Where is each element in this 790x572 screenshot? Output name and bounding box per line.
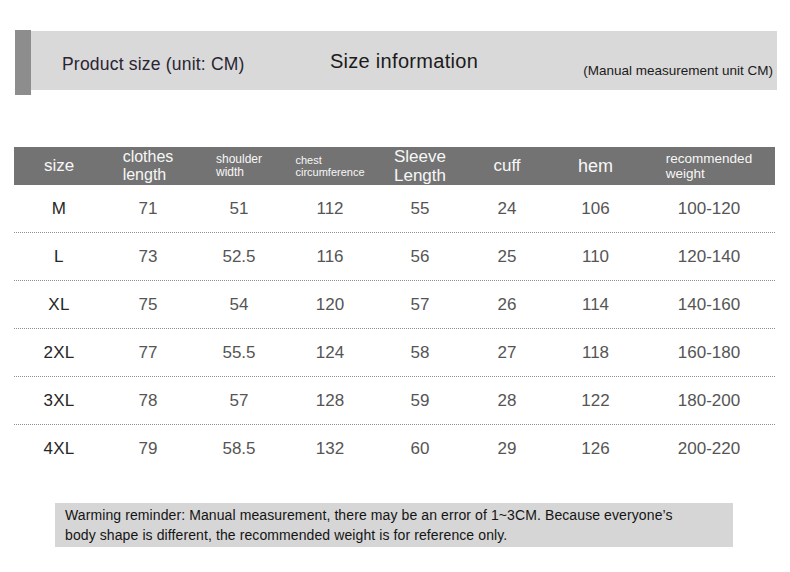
size-label-cell: L: [14, 247, 104, 267]
value-cell: 124: [286, 343, 374, 363]
value-cell: 71: [104, 199, 192, 219]
value-cell: 26: [466, 295, 548, 315]
banner-accent-bar: [15, 30, 31, 95]
value-cell: 79: [104, 439, 192, 459]
size-information-title: Size information: [330, 49, 478, 72]
value-cell: 132: [286, 439, 374, 459]
value-cell: 100-120: [643, 199, 775, 219]
value-cell: 58.5: [192, 439, 286, 459]
table-row: M71511125524106100-120: [14, 185, 775, 233]
value-cell: 118: [548, 343, 643, 363]
value-cell: 112: [286, 199, 374, 219]
value-cell: 60: [374, 439, 466, 459]
value-cell: 51: [192, 199, 286, 219]
value-cell: 24: [466, 199, 548, 219]
value-cell: 59: [374, 391, 466, 411]
value-cell: 75: [104, 295, 192, 315]
size-label-cell: 3XL: [14, 391, 104, 411]
size-label-cell: 2XL: [14, 343, 104, 363]
value-cell: 116: [286, 247, 374, 267]
value-cell: 29: [466, 439, 548, 459]
size-label-cell: M: [14, 199, 104, 219]
column-header-recommended-weight: recommendedweight: [643, 147, 775, 185]
column-header-hem: hem: [548, 147, 643, 185]
value-cell: 140-160: [643, 295, 775, 315]
table-row: L7352.51165625110120-140: [14, 233, 775, 281]
value-cell: 120: [286, 295, 374, 315]
column-header-shoulder-width: shoulderwidth: [192, 147, 286, 185]
size-table: sizeclotheslengthshoulderwidthchestcircu…: [14, 147, 775, 472]
value-cell: 55: [374, 199, 466, 219]
value-cell: 55.5: [192, 343, 286, 363]
table-row: 3XL78571285928122180-200: [14, 377, 775, 425]
size-label-cell: 4XL: [14, 439, 104, 459]
table-row: 2XL7755.51245827118160-180: [14, 329, 775, 377]
column-header-clothes-length: clotheslength: [104, 147, 192, 185]
warning-line-2: body shape is different, the recommended…: [65, 526, 733, 546]
value-cell: 110: [548, 247, 643, 267]
value-cell: 54: [192, 295, 286, 315]
table-row: XL75541205726114140-160: [14, 281, 775, 329]
value-cell: 28: [466, 391, 548, 411]
column-header-size: size: [14, 147, 104, 185]
manual-measurement-note: (Manual measurement unit CM): [583, 62, 773, 77]
product-size-title: Product size (unit: CM): [62, 53, 245, 74]
value-cell: 180-200: [643, 391, 775, 411]
value-cell: 73: [104, 247, 192, 267]
value-cell: 56: [374, 247, 466, 267]
warning-line-1: Warming reminder: Manual measurement, th…: [65, 506, 733, 526]
value-cell: 78: [104, 391, 192, 411]
value-cell: 57: [374, 295, 466, 315]
value-cell: 128: [286, 391, 374, 411]
warning-reminder-box: Warming reminder: Manual measurement, th…: [55, 503, 733, 547]
value-cell: 200-220: [643, 439, 775, 459]
column-header-chest-circumference: chestcircumference: [286, 147, 374, 185]
size-table-header-row: sizeclotheslengthshoulderwidthchestcircu…: [14, 147, 775, 185]
size-table-body: M71511125524106100-120L7352.511656251101…: [14, 185, 775, 472]
value-cell: 120-140: [643, 247, 775, 267]
table-row: 4XL7958.51326029126200-220: [14, 425, 775, 472]
value-cell: 25: [466, 247, 548, 267]
value-cell: 52.5: [192, 247, 286, 267]
header-banner: Product size (unit: CM) Size information…: [31, 31, 777, 90]
value-cell: 126: [548, 439, 643, 459]
value-cell: 114: [548, 295, 643, 315]
value-cell: 122: [548, 391, 643, 411]
value-cell: 106: [548, 199, 643, 219]
value-cell: 77: [104, 343, 192, 363]
column-header-sleeve-length: SleeveLength: [374, 147, 466, 185]
value-cell: 160-180: [643, 343, 775, 363]
size-label-cell: XL: [14, 295, 104, 315]
column-header-cuff: cuff: [466, 147, 548, 185]
value-cell: 27: [466, 343, 548, 363]
value-cell: 58: [374, 343, 466, 363]
value-cell: 57: [192, 391, 286, 411]
